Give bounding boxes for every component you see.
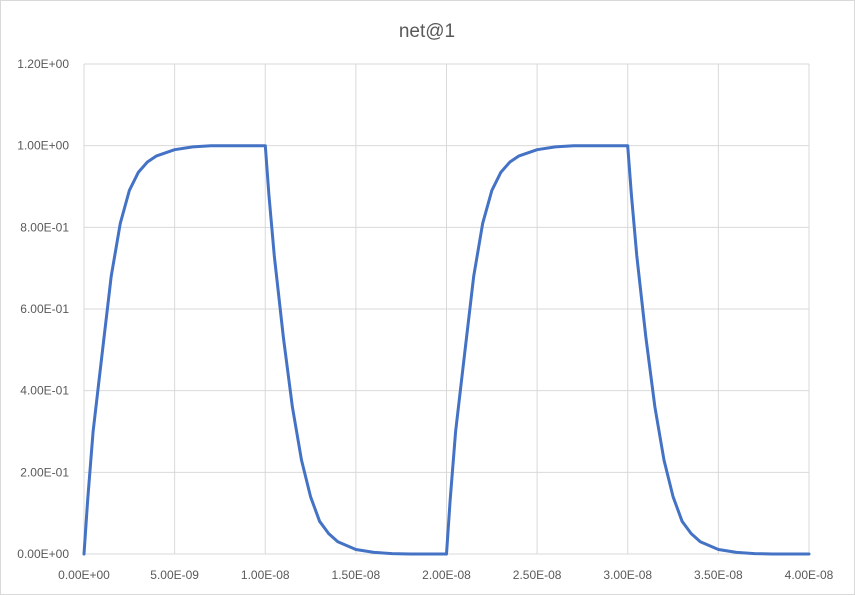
y-tick-label: 1.00E+00: [17, 139, 69, 153]
chart-title: net@1: [399, 21, 455, 42]
y-tick-label: 1.20E+00: [17, 57, 69, 71]
plot-series: [82, 144, 811, 556]
y-tick-label: 2.00E-01: [20, 465, 69, 479]
x-tick-label: 1.00E-08: [241, 568, 290, 582]
y-tick-label: 0.00E+00: [17, 547, 69, 561]
x-tick-label: 2.00E-08: [422, 568, 471, 582]
x-axis-ticks: 0.00E+00 5.00E-09 1.00E-08 1.50E-08 2.00E-08…: [58, 568, 834, 582]
y-tick-label: 4.00E-01: [20, 384, 69, 398]
gridlines: [83, 63, 810, 555]
series-line: [82, 144, 811, 556]
x-tick-label: 3.50E-08: [694, 568, 743, 582]
x-tick-label: 5.00E-09: [150, 568, 199, 582]
y-axis-ticks: 0.00E+00 2.00E-01 4.00E-01 6.00E-01 8.00E-01…: [17, 57, 69, 561]
x-tick-label: 1.50E-08: [332, 568, 381, 582]
y-tick-label: 8.00E-01: [20, 220, 69, 234]
y-tick-label: 6.00E-01: [20, 302, 69, 316]
x-tick-label: 3.00E-08: [603, 568, 652, 582]
x-tick-label: 2.50E-08: [513, 568, 562, 582]
x-tick-label: 4.00E-08: [785, 568, 834, 582]
x-tick-label: 0.00E+00: [58, 568, 110, 582]
